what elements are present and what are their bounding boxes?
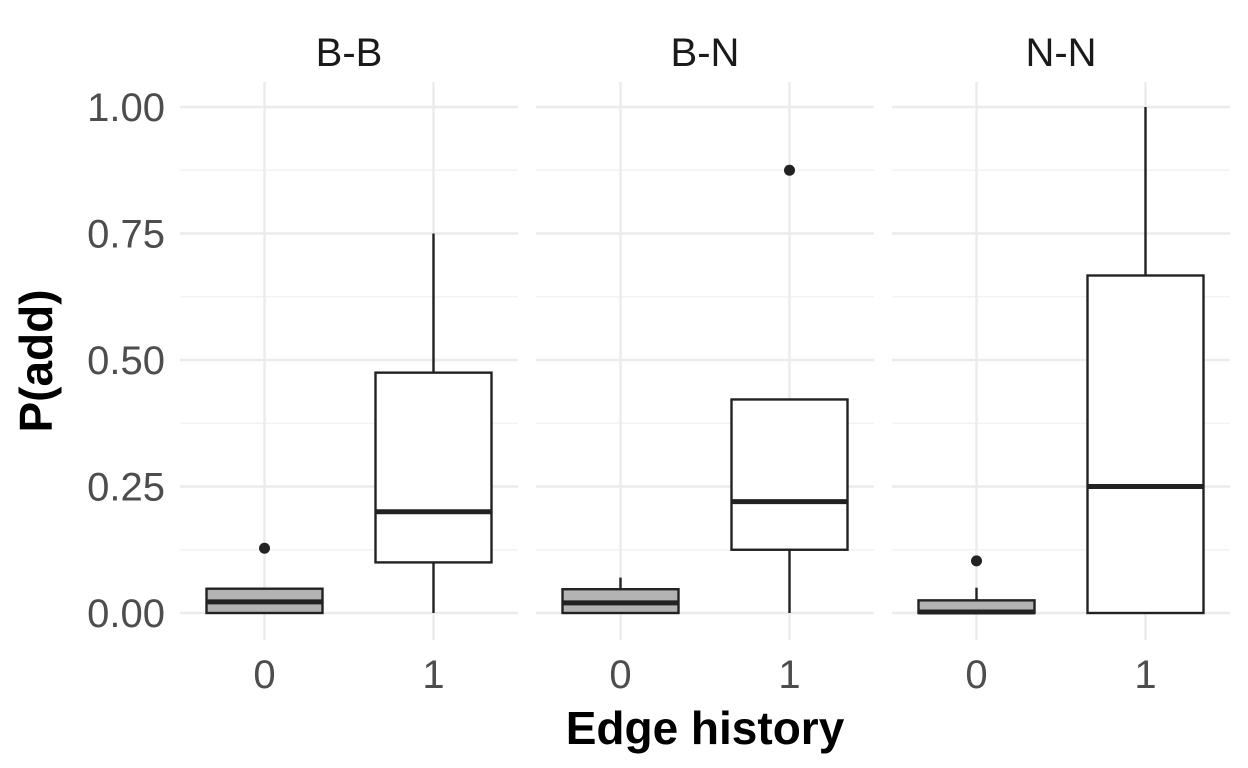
y-tick-label: 1.00 xyxy=(87,86,165,130)
x-axis-title: Edge history xyxy=(566,702,845,754)
x-tick-label: 0 xyxy=(609,653,631,697)
x-tick-label: 1 xyxy=(778,653,800,697)
facet-titles: B-B B-N N-N xyxy=(316,31,1097,75)
outlier-point xyxy=(259,542,270,554)
y-tick-label: 0.50 xyxy=(87,339,165,383)
facet-title: B-N xyxy=(671,31,740,75)
facet-title: N-N xyxy=(1025,31,1096,75)
outlier-point xyxy=(971,555,982,567)
boxes-layer xyxy=(205,107,1205,615)
y-tick-label: 0.75 xyxy=(87,213,165,257)
x-axis-tick-labels: 0 1 0 1 0 1 xyxy=(253,653,1156,697)
y-tick-label: 0.25 xyxy=(87,466,165,510)
x-tick-label: 1 xyxy=(422,653,444,697)
y-axis-title: P(add) xyxy=(10,289,62,432)
y-tick-label: 0.00 xyxy=(87,592,165,636)
grid-layer xyxy=(180,82,1230,640)
box-B-B-1 xyxy=(374,371,493,564)
box-N-N-1 xyxy=(1086,274,1205,615)
x-tick-label: 0 xyxy=(253,653,275,697)
outlier-point xyxy=(784,164,795,176)
x-tick-label: 0 xyxy=(965,653,987,697)
facet-title: B-B xyxy=(316,31,383,75)
y-axis-tick-labels: 0.00 0.25 0.50 0.75 1.00 xyxy=(87,86,165,636)
box-B-N-1 xyxy=(730,398,849,551)
x-tick-label: 1 xyxy=(1134,653,1156,697)
